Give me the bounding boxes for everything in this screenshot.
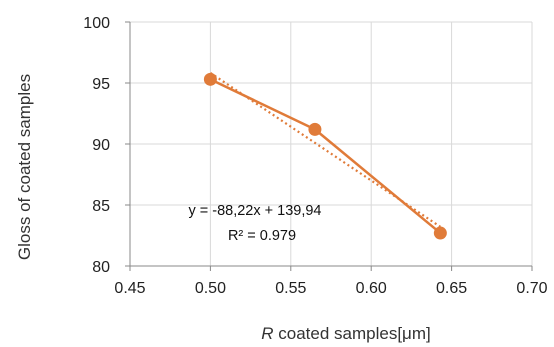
x-tick-label-0.50: 0.50 [195,280,226,297]
series-layer [203,72,447,240]
x-tick-label-0.45: 0.45 [114,280,145,297]
data-point-3 [433,226,447,240]
y-tick-label-90: 90 [92,137,110,154]
x-axis-title: R coated samples[μm] [261,324,430,343]
y-tick-label-80: 80 [92,259,110,276]
y-tick-label-85: 85 [92,198,110,215]
r-squared-label: R² = 0.979 [228,228,296,244]
x-tick-label-0.65: 0.65 [436,280,467,297]
gridlines [130,21,533,266]
y-axis-title: Gloss of coated samples [15,74,34,260]
axes [125,21,533,271]
y-tick-label-95: 95 [92,76,110,93]
x-tick-label-0.60: 0.60 [356,280,387,297]
data-point-2 [308,122,322,136]
y-tick-labels: 80 85 90 95 100 [83,15,110,276]
x-axis-title-italic: R [261,324,273,343]
x-axis-title-rest: coated samples[μm] [274,324,431,343]
equation-label: y = -88,22x + 139,94 [188,203,321,219]
x-tick-label-0.55: 0.55 [275,280,306,297]
x-tick-labels: 0.45 0.50 0.55 0.60 0.65 0.70 [114,280,547,297]
y-tick-label-100: 100 [83,15,110,32]
x-tick-label-0.70: 0.70 [516,280,547,297]
data-point-1 [203,72,217,86]
